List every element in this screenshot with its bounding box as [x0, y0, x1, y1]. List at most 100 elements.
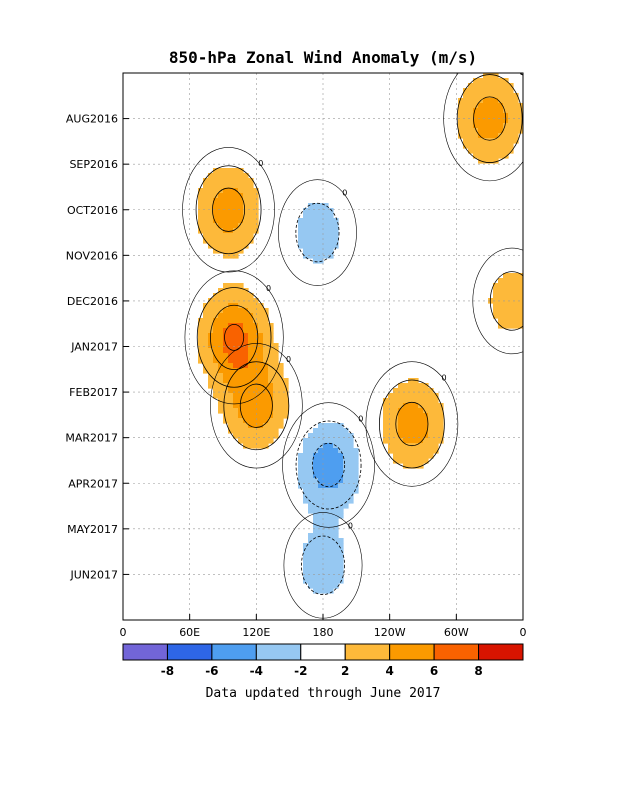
- anomaly-cell: [268, 428, 274, 434]
- anomaly-cell: [403, 398, 409, 404]
- anomaly-cell: [413, 403, 419, 409]
- anomaly-cell: [413, 453, 419, 459]
- anomaly-cell: [408, 403, 414, 409]
- anomaly-cell: [218, 383, 224, 389]
- anomaly-cell: [248, 313, 254, 319]
- anomaly-cell: [323, 493, 329, 499]
- anomaly-cell: [348, 478, 354, 484]
- anomaly-cell: [233, 383, 239, 389]
- anomaly-cell: [223, 338, 229, 344]
- anomaly-cell: [223, 303, 229, 309]
- anomaly-cell: [248, 388, 254, 394]
- contour-label: 0: [519, 68, 524, 77]
- anomaly-cell: [333, 558, 339, 564]
- zero-contour: [365, 361, 459, 487]
- anomaly-cell: [328, 583, 334, 589]
- anomaly-cell: [383, 408, 389, 414]
- anomaly-cell: [468, 98, 474, 104]
- anomaly-cell: [513, 123, 519, 129]
- anomaly-cell: [233, 428, 239, 434]
- anomaly-cell: [408, 393, 414, 399]
- anomaly-cell: [498, 293, 504, 299]
- anomaly-cell: [243, 438, 249, 444]
- anomaly-cell: [228, 238, 234, 244]
- anomaly-cell: [243, 188, 249, 194]
- anomaly-cell: [243, 208, 249, 214]
- anomaly-cell: [393, 428, 399, 434]
- anomaly-cell: [243, 198, 249, 204]
- anomaly-cell: [258, 373, 264, 379]
- anomaly-cell: [218, 353, 224, 359]
- anomaly-cell: [323, 508, 329, 514]
- anomaly-cell: [213, 173, 219, 179]
- anomaly-cell: [333, 493, 339, 499]
- anomaly-cell: [268, 353, 274, 359]
- anomaly-cell: [208, 233, 214, 239]
- anomaly-cell: [323, 573, 329, 579]
- anomaly-cell: [218, 398, 224, 404]
- y-tick-label: APR2017: [68, 477, 118, 490]
- anomaly-cell: [348, 458, 354, 464]
- anomaly-cell: [238, 433, 244, 439]
- anomaly-cell: [253, 198, 259, 204]
- anomaly-cell: [483, 153, 489, 159]
- x-tick-label: 60E: [179, 626, 200, 639]
- anomaly-cell: [203, 193, 209, 199]
- anomaly-cell: [483, 103, 489, 109]
- anomaly-cell: [318, 248, 324, 254]
- anomaly-cell: [298, 243, 304, 249]
- anomaly-cell: [398, 428, 404, 434]
- anomaly-cell: [328, 468, 334, 474]
- anomaly-cell: [418, 433, 424, 439]
- anomaly-cell: [343, 453, 349, 459]
- anomaly-cell: [303, 553, 309, 559]
- anomaly-cell: [413, 408, 419, 414]
- anomaly-cell: [233, 178, 239, 184]
- x-tick-label: 120W: [374, 626, 406, 639]
- anomaly-cell: [313, 528, 319, 534]
- anomaly-cell: [498, 83, 504, 89]
- colorbar-box: [211, 643, 257, 661]
- anomaly-cell: [318, 558, 324, 564]
- anomaly-cell: [223, 318, 229, 324]
- anomaly-cell: [233, 368, 239, 374]
- anomaly-cell: [233, 388, 239, 394]
- anomaly-cell: [303, 573, 309, 579]
- anomaly-cell: [233, 413, 239, 419]
- anomaly-cell: [213, 208, 219, 214]
- anomaly-cell: [408, 433, 414, 439]
- anomaly-cell: [323, 503, 329, 509]
- anomaly-cell: [233, 288, 239, 294]
- anomaly-cell: [493, 98, 499, 104]
- anomaly-cell: [338, 468, 344, 474]
- anomaly-cell: [338, 538, 344, 544]
- anomaly-cell: [328, 248, 334, 254]
- anomaly-cell: [348, 448, 354, 454]
- anomaly-cell: [208, 238, 214, 244]
- anomaly-cell: [308, 238, 314, 244]
- anomaly-cell: [468, 148, 474, 154]
- anomaly-cell: [333, 483, 339, 489]
- anomaly-cell: [233, 363, 239, 369]
- anomaly-cell: [313, 483, 319, 489]
- y-tick-label: MAY2017: [67, 523, 118, 536]
- anomaly-cell: [218, 193, 224, 199]
- anomaly-cell: [258, 398, 264, 404]
- anomaly-cell: [233, 403, 239, 409]
- anomaly-cell: [328, 218, 334, 224]
- anomaly-cell: [268, 433, 274, 439]
- anomaly-cell: [323, 558, 329, 564]
- anomaly-cell: [428, 438, 434, 444]
- anomaly-cell: [223, 348, 229, 354]
- anomaly-cell: [238, 428, 244, 434]
- anomaly-cell: [343, 463, 349, 469]
- anomaly-cell: [258, 413, 264, 419]
- anomaly-cell: [258, 358, 264, 364]
- anomaly-cell: [318, 553, 324, 559]
- anomaly-cell: [343, 443, 349, 449]
- anomaly-cell: [398, 438, 404, 444]
- anomaly-cell: [473, 123, 479, 129]
- anomaly-cell: [223, 403, 229, 409]
- anomaly-cell: [318, 563, 324, 569]
- colorbar-box: [300, 643, 346, 661]
